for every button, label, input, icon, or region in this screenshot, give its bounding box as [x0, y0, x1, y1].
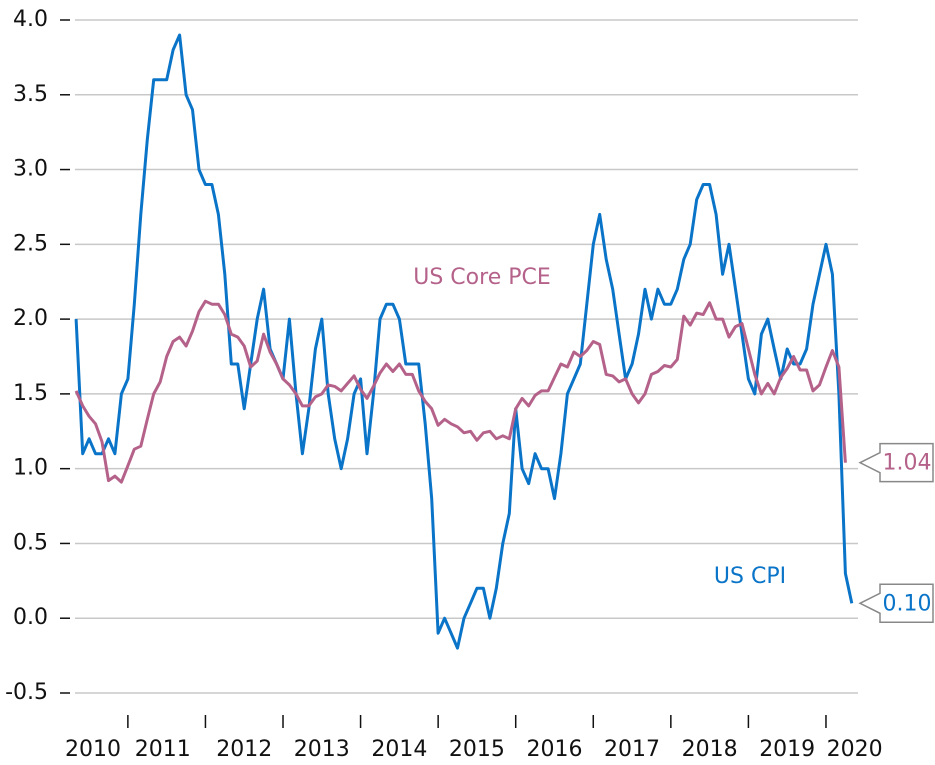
series-label: US CPI	[714, 564, 786, 589]
series-label: US Core PCE	[413, 265, 551, 290]
end-label: 0.10	[883, 591, 932, 616]
x-tick-label: 2020	[827, 737, 883, 762]
line-series	[74, 299, 847, 484]
y-tick-label: 0.0	[13, 605, 48, 630]
y-tick-label: 1.0	[13, 456, 48, 481]
x-tick-label: 2019	[759, 737, 815, 762]
y-tick-label: 3.0	[13, 157, 48, 182]
x-tick-label: 2013	[294, 737, 350, 762]
y-tick-label: -0.5	[5, 680, 48, 705]
y-tick-label: 1.5	[13, 381, 48, 406]
line-series	[74, 33, 854, 650]
x-tick-label: 2017	[604, 737, 660, 762]
x-tick-label: 2012	[216, 737, 272, 762]
x-tick-label: 2018	[682, 737, 738, 762]
y-tick-label: 0.5	[13, 530, 48, 555]
x-tick-label: 2010	[65, 737, 121, 762]
x-tick-label: 2016	[526, 737, 582, 762]
end-label-box	[858, 583, 934, 624]
x-tick-label: 2014	[371, 737, 427, 762]
y-tick-label: 4.0	[13, 7, 48, 32]
y-tick-label: 3.5	[13, 82, 48, 107]
y-tick-label: 2.0	[13, 306, 48, 331]
end-label: 1.04	[883, 451, 932, 476]
end-label-box	[858, 442, 934, 483]
y-tick-label: 2.5	[13, 231, 48, 256]
x-tick-label: 2011	[135, 737, 191, 762]
x-tick-label: 2015	[449, 737, 505, 762]
